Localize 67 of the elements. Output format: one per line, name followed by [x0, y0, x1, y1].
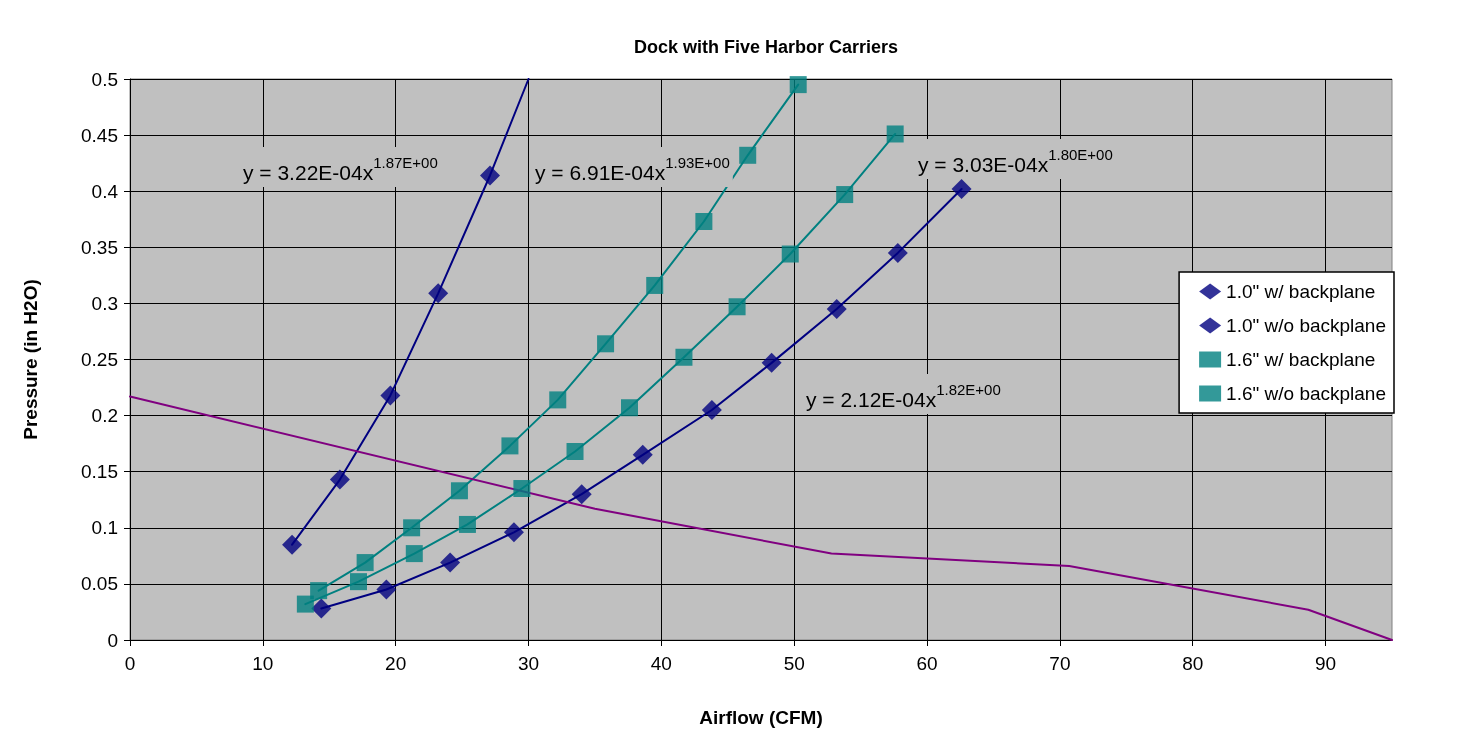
legend-label: 1.6" w/ backplane — [1226, 349, 1376, 370]
point — [356, 554, 374, 572]
point — [282, 534, 303, 555]
point — [549, 391, 567, 409]
legend-label: 1.0" w/o backplane — [1226, 315, 1386, 336]
point — [501, 437, 519, 455]
point — [566, 443, 584, 460]
point — [376, 579, 397, 600]
point — [380, 385, 401, 406]
point — [450, 482, 468, 500]
y-tick-label: 0.5 — [91, 68, 118, 90]
point — [836, 186, 854, 204]
x-tick-label: 30 — [517, 653, 540, 674]
point — [428, 283, 449, 304]
x-tick-label: 20 — [385, 653, 407, 674]
point — [480, 165, 500, 186]
x-tick-label: 50 — [783, 653, 805, 674]
point — [632, 444, 653, 465]
x-axis-title: Airflow (CFM) — [699, 707, 823, 728]
y-tick-label: 0.4 — [91, 180, 119, 202]
x-tick-label: 60 — [916, 653, 938, 674]
y-tick-label: 0.05 — [81, 573, 118, 595]
point — [646, 276, 664, 294]
point — [826, 299, 847, 320]
point — [403, 519, 421, 537]
y-axis-title: Pressure (in H2O) — [20, 279, 41, 440]
point — [597, 335, 615, 353]
point — [503, 522, 524, 543]
point — [571, 484, 592, 505]
y-tick-label: 0.25 — [81, 349, 118, 370]
y-tick-label: 0.15 — [81, 461, 118, 483]
point — [951, 178, 972, 199]
point — [728, 298, 746, 316]
point — [440, 552, 461, 573]
point — [405, 545, 423, 563]
x-tick-label: 10 — [252, 653, 274, 674]
point — [513, 480, 531, 498]
point — [789, 76, 807, 94]
point — [739, 146, 757, 164]
point — [458, 515, 476, 533]
point — [761, 352, 782, 373]
x-tick-label: 0 — [124, 653, 136, 674]
x-tick-label: 40 — [650, 653, 672, 674]
point — [886, 125, 904, 143]
point — [887, 242, 908, 263]
y-tick-label: 0.35 — [81, 236, 118, 258]
point — [620, 399, 638, 417]
point — [781, 245, 799, 263]
x-tick-label: 80 — [1182, 653, 1204, 674]
y-tick-label: 0.3 — [91, 292, 118, 314]
point — [349, 573, 367, 591]
point — [296, 595, 314, 613]
y-tick-label: 0.45 — [81, 124, 118, 146]
point — [310, 582, 328, 600]
chart-title: Dock with Five Harbor Carriers — [633, 37, 899, 57]
y-tick-label: 0.1 — [91, 517, 118, 539]
y-tick-label: 0 — [107, 629, 118, 651]
x-tick-label: 70 — [1049, 653, 1071, 674]
legend-label: 1.0" w/ backplane — [1226, 281, 1376, 302]
point — [311, 598, 332, 619]
point — [695, 212, 713, 230]
point — [329, 469, 350, 490]
y-tick-label: 0.2 — [91, 405, 118, 427]
point — [701, 399, 722, 420]
x-tick-label: 90 — [1315, 653, 1337, 674]
point — [675, 348, 693, 366]
legend-label: 1.6" w/o backplane — [1226, 383, 1386, 404]
